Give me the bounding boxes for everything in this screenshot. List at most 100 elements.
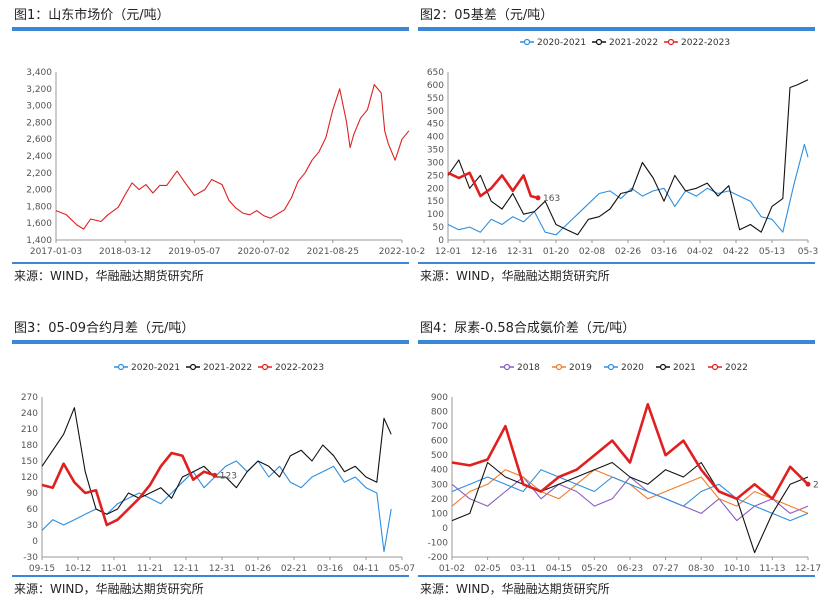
source-rule (12, 262, 409, 264)
annotation-point (535, 195, 541, 201)
panel-2: 图2：05基差（元/吨） 0 50 100 150 200 250 300 350 400 450… (418, 0, 818, 290)
legend-item: 2020 (604, 363, 644, 373)
x-tick-label: 06-23 (617, 564, 643, 574)
x-tick-label: 04-15 (546, 564, 572, 574)
legend-item: 2021-2022 (186, 363, 252, 373)
y-tick-label: -200 (428, 553, 449, 563)
chart-title: 图3：05-09合约月差（元/吨） (14, 321, 195, 336)
legend-label: 2020-2021 (131, 363, 180, 373)
y-tick-label: 210 (21, 425, 38, 435)
annotation-label: 123 (220, 471, 237, 481)
title-rule (418, 340, 815, 344)
x-tick-label: 05-20 (581, 564, 607, 574)
x-tick-label: 12-01 (435, 247, 461, 257)
y-tick-label: 350 (427, 146, 444, 156)
legend-label: 2021-2022 (203, 363, 252, 373)
y-tick-label: 400 (427, 133, 444, 143)
legend-label: 2020 (621, 363, 644, 373)
chart-svg-c1: 1,400 1,600 1,800 2,000 2,200 2,400 2,600 2,800… (26, 68, 425, 257)
legend-label: 2018 (517, 363, 540, 373)
legend-item: 2022-2023 (258, 363, 324, 373)
panel-3: 图3：05-09合约月差（元/吨） -30 0 30 60 90 120 150 180 210… (12, 313, 415, 603)
x-tick-label: 04-11 (353, 564, 379, 574)
y-tick-label: 800 (431, 408, 448, 418)
y-tick-label: 100 (431, 509, 448, 519)
x-tick-label: 03-16 (317, 564, 343, 574)
y-tick-label: 200 (427, 184, 444, 194)
annotation-label: 2 (813, 480, 819, 490)
title-rule (12, 340, 409, 344)
legend-marker (523, 38, 531, 46)
x-tick-label: 07-27 (653, 564, 679, 574)
y-tick-label: 250 (427, 171, 444, 181)
y-tick-label: 120 (21, 473, 38, 483)
title-rule (418, 27, 815, 31)
source-label: 来源：WIND，华融融达期货研究所 (420, 582, 610, 596)
x-tick-label: 12-31 (209, 564, 235, 574)
x-tick-label: 01-26 (245, 564, 271, 574)
chart-title: 图2：05基差（元/吨） (420, 8, 554, 23)
legend-item: 2018 (500, 363, 540, 373)
chart-title: 图4：尿素-0.58合成氨价差（元/吨） (420, 321, 636, 336)
legend-label: 2019 (569, 363, 592, 373)
source-rule (418, 575, 815, 577)
panel-4: 图4：尿素-0.58合成氨价差（元/吨） -200 -100 0 100 200 300 4… (418, 313, 822, 603)
y-tick-label: 2,400 (26, 152, 52, 162)
x-tick-label: 12-11 (173, 564, 199, 574)
x-tick-label: 12-17 (795, 564, 821, 574)
series-line-2022-2023 (447, 171, 539, 200)
chart-svg-c4: -200 -100 0 100 200 300 400 500 600 700 800 900 01-0… (428, 363, 822, 574)
source-rule (418, 262, 815, 264)
y-tick-label: 2,000 (26, 186, 52, 196)
x-tick-label: 11-01 (101, 564, 127, 574)
source-label: 来源：WIND，华融融达期货研究所 (14, 582, 204, 596)
series-line-2021 (451, 461, 809, 554)
x-tick-label: 2019-05-07 (168, 247, 220, 257)
legend-label: 2020-2021 (537, 38, 586, 48)
legend-item: 2020-2021 (114, 363, 180, 373)
x-tick-label: 03-16 (651, 247, 677, 257)
x-tick-label: 09-15 (29, 564, 55, 574)
y-tick-label: 2,600 (26, 135, 52, 145)
y-tick-label: 3,000 (26, 102, 52, 112)
x-tick-label: 05-07 (389, 564, 415, 574)
y-tick-label: 200 (431, 495, 448, 505)
legend-label: 2022-2023 (681, 38, 730, 48)
chart-svg-c3: -30 0 30 60 90 120 150 180 210 240 270 09-15 10-12 11… (21, 363, 415, 574)
legend-marker (607, 363, 615, 371)
y-tick-label: 400 (431, 466, 448, 476)
y-tick-label: 0 (32, 537, 38, 547)
y-tick-label: 550 (427, 94, 444, 104)
series-line-price (55, 84, 410, 230)
y-tick-label: 300 (431, 480, 448, 490)
y-tick-label: 700 (431, 422, 448, 432)
y-tick-label: 500 (431, 451, 448, 461)
y-tick-label: 60 (27, 505, 39, 515)
legend-item: 2021-2022 (592, 38, 658, 48)
x-tick-label: 2017-01-03 (30, 247, 82, 257)
y-tick-label: 90 (27, 489, 39, 499)
chart-title: 图1：山东市场价（元/吨） (14, 8, 170, 23)
x-tick-label: 03-11 (510, 564, 536, 574)
source-label: 来源：WIND，华融融达期货研究所 (420, 269, 610, 283)
y-tick-label: 900 (431, 393, 448, 403)
y-tick-label: 300 (427, 158, 444, 168)
legend-marker (711, 363, 719, 371)
y-tick-label: 3,200 (26, 85, 52, 95)
x-tick-label: 04-02 (687, 247, 713, 257)
panel-1: 图1：山东市场价（元/吨） 1,400 1,600 1,800 2,000 2,200 2… (12, 0, 425, 290)
series-line-2022-2023 (41, 451, 216, 527)
x-tick-label: 11-13 (759, 564, 785, 574)
legend-label: 2021 (673, 363, 696, 373)
x-tick-label: 04-22 (723, 247, 749, 257)
legend-marker (555, 363, 563, 371)
series-line-2022 (451, 402, 809, 501)
y-tick-label: 600 (431, 437, 448, 447)
y-tick-label: 1,600 (26, 219, 52, 229)
y-tick-label: 1,400 (26, 236, 52, 246)
legend-label: 2022 (725, 363, 748, 373)
x-tick-label: 02-21 (281, 564, 307, 574)
x-tick-label: 2022-10-2 (379, 247, 426, 257)
chart-svg-c2: 0 50 100 150 200 250 300 350 400 450 500 550 600 650 1… (427, 38, 818, 257)
source-rule (12, 575, 409, 577)
